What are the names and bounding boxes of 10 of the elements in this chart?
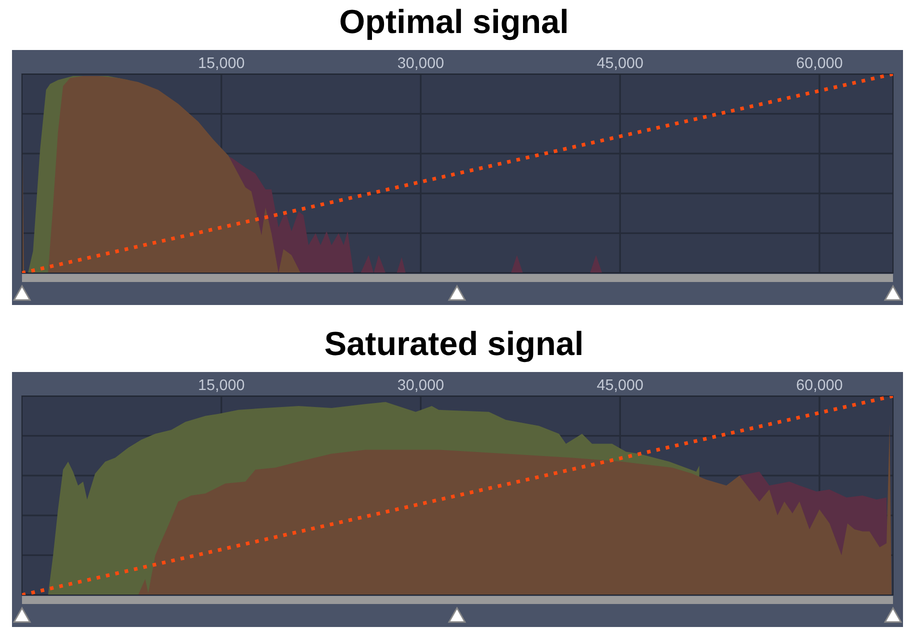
x-tick-label: 60,000 (796, 379, 842, 392)
x-tick-label: 45,000 (597, 379, 643, 392)
x-tick-label: 45,000 (597, 57, 643, 70)
chart-title: Saturated signal (325, 330, 582, 362)
chart-title: Optimal signal (340, 8, 566, 40)
x-tick-label: 60,000 (796, 57, 842, 70)
x-tick-label: 30,000 (398, 379, 444, 392)
x-tick-label: 15,000 (199, 57, 244, 70)
x-tick-label: 15,000 (199, 379, 244, 392)
x-tick-label: 30,000 (398, 57, 444, 70)
